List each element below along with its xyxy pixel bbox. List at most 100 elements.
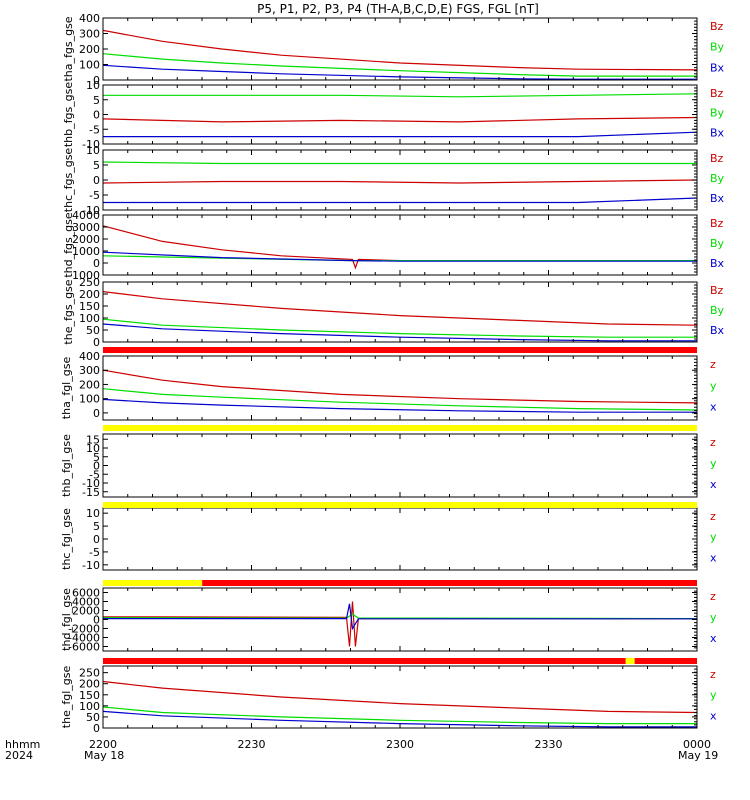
time-tick-label: 0000 — [683, 738, 711, 751]
panel-tha_fgs_gse: 400 300 200 100 0 tha_fgs_gse Bz By Bx — [62, 12, 725, 87]
series-line-bz — [102, 116, 698, 123]
y-tick-label: 10 — [86, 507, 100, 520]
y-tick-label: 100 — [79, 59, 100, 72]
y-tick-label: 0 — [93, 407, 100, 420]
mode-bar-segment — [202, 580, 697, 586]
legend-z: z — [710, 590, 716, 603]
legend-x: x — [710, 709, 717, 722]
series-line-z — [102, 680, 698, 714]
series-line-by — [102, 161, 697, 165]
y-tick-label: 150 — [79, 300, 100, 313]
y-tick-label: -10 — [82, 138, 100, 151]
mode-bar — [103, 580, 697, 586]
year-label: 2024 — [5, 749, 33, 762]
series-line-x — [102, 398, 697, 413]
series-line-bz — [102, 179, 698, 184]
legend-bz: Bz — [710, 152, 724, 165]
y-tick-label: 5 — [93, 520, 100, 533]
time-tick-label: 2330 — [535, 738, 563, 751]
series-line-z — [102, 369, 698, 404]
y-tick-label: 0 — [93, 174, 100, 187]
panel-label: thb_fgs_gse — [62, 82, 75, 148]
hhmm-label: hhmm — [5, 738, 40, 751]
panel-label: tha_fgs_gse — [62, 16, 75, 81]
y-tick-label: 0 — [93, 614, 100, 627]
legend-by: By — [710, 304, 725, 317]
y-tick-label: -2000 — [68, 623, 100, 636]
y-tick-label: 4000 — [72, 596, 100, 609]
legend-y: y — [710, 689, 717, 702]
y-tick-label: 10 — [86, 144, 100, 157]
series-line-by — [102, 53, 697, 77]
y-tick-label: 250 — [79, 276, 100, 289]
y-tick-label: 200 — [79, 288, 100, 301]
legend-bx: Bx — [710, 192, 725, 205]
legend-by: By — [710, 172, 725, 185]
series-line-x — [103, 603, 697, 631]
panel-thc_fgs_gse: 10 5 0 -5 -10 thc_fgs_gse Bz By Bx — [62, 144, 725, 217]
y-tick-label: 300 — [79, 28, 100, 41]
mode-bar-segment — [103, 502, 697, 508]
panel-label: the_fgs_gse — [62, 279, 75, 344]
mode-bars-group — [103, 347, 697, 664]
legend-z: z — [710, 436, 716, 449]
legend-x: x — [710, 401, 717, 414]
legend-bz: Bz — [710, 20, 724, 33]
mode-bar-segment — [634, 658, 697, 664]
legend-y: y — [710, 457, 717, 470]
panel-frame — [102, 433, 698, 498]
series-line-bx — [103, 197, 698, 204]
series-line-bz — [102, 29, 698, 71]
mode-bar-segment — [103, 580, 203, 586]
panel-label: thb_fgl_gse — [60, 434, 73, 497]
y-tick-label: 0 — [93, 74, 100, 87]
panel-label: thc_fgl_gse — [60, 508, 73, 570]
time-tick-label: 2300 — [386, 738, 414, 751]
y-tick-label: -10 — [82, 204, 100, 217]
y-tick-label: 100 — [79, 312, 100, 325]
mode-bar — [103, 425, 697, 431]
series-line-bx — [102, 251, 697, 262]
y-tick-label: 200 — [79, 378, 100, 391]
legend-bz: Bz — [710, 284, 724, 297]
y-tick-label: 400 — [79, 350, 100, 363]
series-line-y — [102, 706, 697, 725]
y-tick-label: -5 — [89, 189, 100, 202]
legend-y: y — [710, 531, 717, 544]
time-tick-label: 2230 — [238, 738, 266, 751]
series-line-by — [102, 318, 697, 338]
mode-bar-segment — [625, 658, 635, 664]
legend-x: x — [710, 551, 717, 564]
panel-frame — [102, 587, 698, 652]
panel-label: tha_fgl_gse — [60, 357, 73, 420]
y-tick-label: -1000 — [68, 269, 100, 282]
y-tick-label: 0 — [93, 722, 100, 735]
y-tick-label: 1000 — [72, 245, 100, 258]
y-tick-label: 15 — [86, 433, 100, 446]
series-line-bx — [102, 64, 697, 80]
y-tick-label: 400 — [79, 12, 100, 25]
series-line-by — [103, 93, 698, 98]
y-tick-label: 3000 — [72, 221, 100, 234]
y-tick-label: 2000 — [72, 233, 100, 246]
legend-by: By — [710, 41, 725, 54]
mode-bar — [103, 347, 697, 353]
series-line-z — [103, 601, 697, 647]
y-tick-label: 100 — [79, 700, 100, 713]
y-tick-label: 0 — [93, 109, 100, 122]
legend-bx: Bx — [710, 61, 725, 74]
legend-bx: Bx — [710, 324, 725, 337]
y-tick-label: 50 — [86, 324, 100, 337]
panel-thb_fgs_gse: 10 5 0-5 -10 thb_fgs_gse Bz By Bx — [62, 79, 725, 151]
y-tick-label: 0 — [93, 257, 100, 270]
panel-label: thc_fgs_gse — [62, 148, 75, 213]
panel-label: thd_fgs_gse — [62, 212, 75, 278]
y-tick-label: -4000 — [68, 632, 100, 645]
y-tick-label: 250 — [79, 667, 100, 680]
legend-z: z — [710, 668, 716, 681]
legend-y: y — [710, 379, 717, 392]
